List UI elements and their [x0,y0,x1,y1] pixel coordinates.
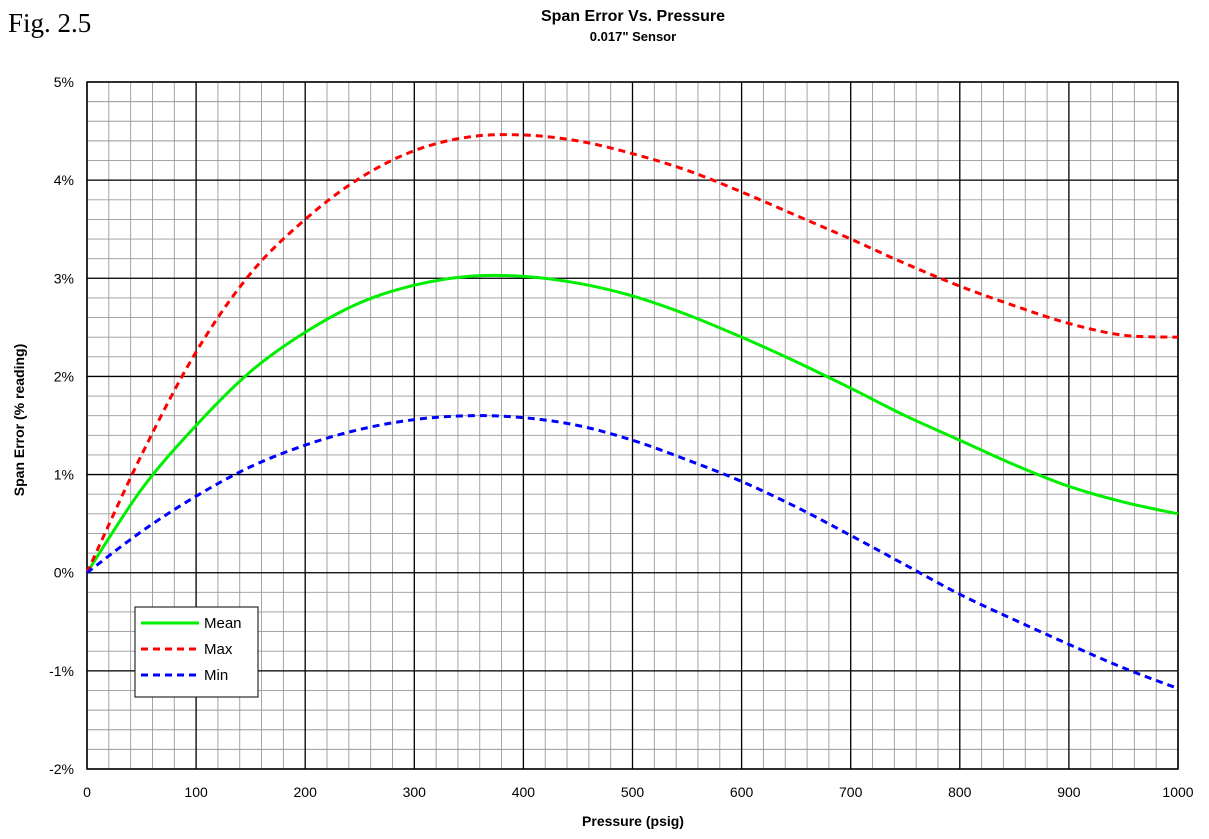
chart-subtitle: 0.017" Sensor [590,29,676,44]
x-tick-label: 0 [83,784,91,800]
chart-title: Span Error Vs. Pressure [541,8,725,25]
y-tick-label: -2% [49,761,74,777]
series-line-max [85,133,1179,574]
x-tick-label: 1000 [1162,784,1193,800]
x-tick-label: 900 [1057,784,1081,800]
axes [86,81,1179,770]
x-tick-label: 700 [839,784,863,800]
series-line-mean [85,273,1179,574]
y-tick-label: 0% [54,565,74,581]
x-tick-label: 600 [730,784,754,800]
y-tick-label: 2% [54,368,74,384]
x-tick-label: 800 [948,784,972,800]
plot-area-border [86,81,1179,770]
legend: Mean Max Min [134,606,259,698]
x-tick-label: 300 [403,784,427,800]
x-tick-label: 500 [621,784,645,800]
grid [86,81,1179,770]
x-tick-label: 400 [512,784,536,800]
x-tick-label: 200 [294,784,318,800]
y-tick-label: 4% [54,172,74,188]
y-tick-label: 3% [54,270,74,286]
series-line-min [86,414,1179,690]
legend-label-max: Max [204,641,233,658]
y-tick-label: -1% [49,663,74,679]
tick-labels: 0 100 200 300 400 500 600 700 800 900 1000 -2% -1% 0%… [49,74,1194,800]
y-axis-label: Span Error (% reading) [11,344,27,496]
legend-label-min: Min [204,667,228,684]
y-tick-label: 5% [54,74,74,90]
series-lines [85,133,1179,690]
figure-label: Fig. 2.5 [8,8,92,38]
y-tick-label: 1% [54,467,74,483]
x-tick-label: 100 [184,784,208,800]
x-axis-label: Pressure (psig) [582,813,684,829]
legend-label-mean: Mean [204,615,242,632]
